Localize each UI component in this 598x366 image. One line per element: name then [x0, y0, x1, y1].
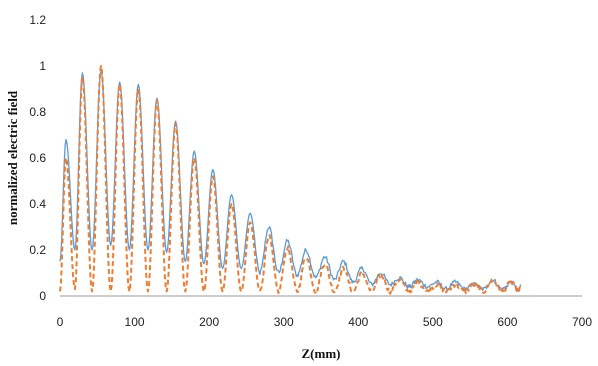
y-tick-label: 0.6 [29, 151, 46, 165]
y-tick-label: 1 [39, 59, 46, 73]
x-axis-title: Z(mm) [302, 346, 341, 361]
x-tick-label: 100 [125, 315, 145, 329]
y-tick-label: 0.4 [29, 197, 46, 211]
x-tick-label: 700 [572, 315, 592, 329]
y-tick-label: 0.8 [29, 105, 46, 119]
y-tick-label: 0 [39, 289, 46, 303]
x-tick-label: 0 [57, 315, 64, 329]
y-tick-label: 0.2 [29, 243, 46, 257]
series-line-2 [59, 65, 522, 295]
x-tick-label: 400 [348, 315, 368, 329]
x-tick-label: 300 [274, 315, 294, 329]
x-tick-label: 500 [423, 315, 443, 329]
y-axis-title: normalized electric field [5, 90, 20, 225]
x-tick-label: 200 [199, 315, 219, 329]
x-axis-ticks: 0 100 200 300 400 500 600 700 [57, 315, 593, 329]
y-axis-ticks: 0 0.2 0.4 0.6 0.8 1 1.2 [29, 13, 46, 303]
x-tick-label: 600 [497, 315, 517, 329]
y-tick-label: 1.2 [29, 13, 46, 27]
series-layer [59, 65, 522, 295]
